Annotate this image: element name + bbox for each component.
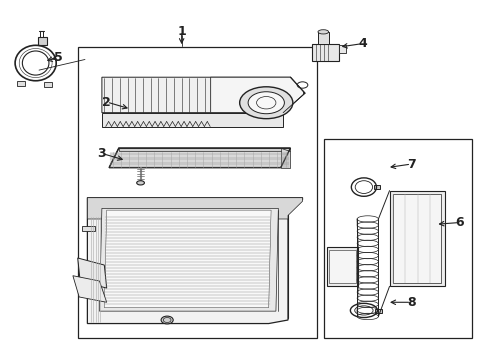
Ellipse shape: [317, 30, 328, 34]
Bar: [78, 47, 316, 338]
Text: 4: 4: [358, 37, 366, 50]
Polygon shape: [102, 77, 305, 113]
Bar: [389, 191, 444, 286]
Bar: [326, 247, 357, 286]
Bar: [17, 81, 25, 86]
Polygon shape: [87, 198, 302, 219]
Polygon shape: [81, 226, 95, 231]
Polygon shape: [99, 208, 278, 311]
Polygon shape: [87, 198, 302, 324]
Ellipse shape: [247, 92, 284, 114]
Bar: [338, 45, 345, 53]
Polygon shape: [78, 258, 106, 288]
Text: 6: 6: [454, 216, 463, 229]
Text: 7: 7: [406, 158, 415, 171]
Polygon shape: [119, 148, 290, 151]
Text: 1: 1: [177, 24, 185, 38]
Polygon shape: [280, 148, 290, 168]
Polygon shape: [109, 148, 290, 168]
Bar: [374, 309, 382, 313]
Ellipse shape: [137, 181, 144, 185]
Bar: [317, 32, 328, 44]
Polygon shape: [210, 77, 305, 113]
Bar: [324, 139, 471, 338]
Bar: [373, 185, 380, 189]
Bar: [311, 44, 338, 61]
Text: 2: 2: [102, 95, 111, 108]
Bar: [328, 250, 355, 283]
Bar: [38, 37, 47, 45]
Text: 3: 3: [98, 147, 106, 160]
Bar: [393, 194, 440, 283]
Text: 8: 8: [406, 296, 415, 309]
Ellipse shape: [239, 87, 292, 119]
Ellipse shape: [161, 316, 173, 324]
Polygon shape: [73, 276, 106, 302]
Polygon shape: [102, 113, 283, 127]
Polygon shape: [104, 210, 270, 307]
Bar: [44, 82, 52, 87]
Text: 5: 5: [54, 51, 62, 64]
